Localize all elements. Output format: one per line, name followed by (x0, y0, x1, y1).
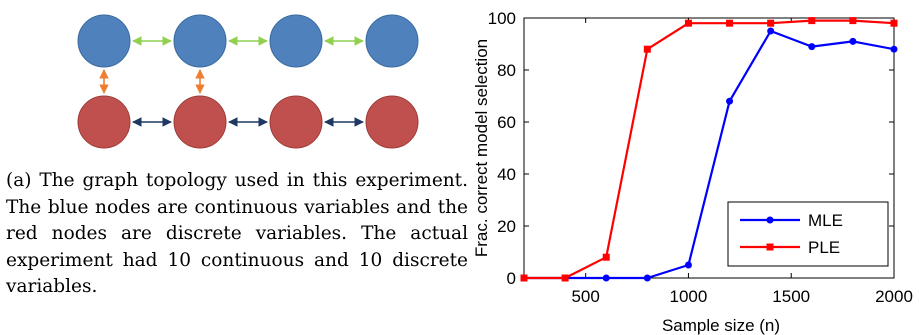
figure-panel-b: 500 1000 1500 2000 0 20 40 60 80 100 Sample size (… (470, 0, 919, 335)
x-tick-label: 1000 (670, 287, 708, 306)
data-point-ple (643, 45, 651, 53)
discrete-node (173, 95, 227, 149)
graph-topology-diagram (77, 14, 419, 149)
data-point-mle (890, 45, 898, 53)
data-point-mle (684, 261, 692, 269)
x-tick-label: 500 (571, 287, 599, 306)
data-point-ple (808, 17, 816, 25)
legend-label-ple: PLE (808, 238, 840, 257)
data-point-ple (767, 19, 775, 27)
y-tick-label: 100 (488, 9, 516, 28)
data-point-mle (602, 274, 610, 282)
y-axis-label: Frac. correct model selection (472, 39, 491, 257)
chart-series (520, 17, 898, 282)
discrete-node (269, 95, 323, 149)
data-point-mle (849, 37, 857, 45)
graph-nodes (77, 14, 419, 149)
legend-box (727, 201, 889, 267)
data-point-ple (602, 253, 610, 261)
data-point-ple (684, 19, 692, 27)
chart-axes: 500 1000 1500 2000 0 20 40 60 80 100 Sample size (… (472, 9, 913, 335)
data-point-ple (520, 274, 528, 282)
legend-marker-mle (766, 216, 774, 224)
continuous-node (77, 14, 131, 68)
y-tick-label: 20 (497, 217, 516, 236)
y-tick-label: 40 (497, 165, 516, 184)
graph-edges (99, 36, 364, 127)
series-line-mle (524, 29, 895, 280)
series-line-ple (524, 19, 895, 280)
discrete-node (77, 95, 131, 149)
data-point-mle (726, 97, 734, 105)
model-selection-line-chart: 500 1000 1500 2000 0 20 40 60 80 100 Sample size (… (472, 9, 913, 335)
legend-marker-ple (766, 243, 774, 251)
data-point-ple (561, 274, 569, 282)
data-point-ple (849, 17, 857, 25)
legend-label-mle: MLE (808, 211, 843, 230)
data-point-ple (726, 19, 734, 27)
x-tick-label: 2000 (875, 287, 913, 306)
x-axis-label: Sample size (n) (662, 316, 780, 335)
data-point-ple (890, 19, 898, 27)
figure-panel-a: (a) The graph topology used in this expe… (6, 14, 468, 297)
continuous-node (365, 14, 419, 68)
plot-frame (523, 17, 895, 279)
data-point-mle (643, 274, 651, 282)
x-tick-label: 1500 (772, 287, 810, 306)
series-ple (520, 17, 898, 282)
data-point-mle (808, 43, 816, 51)
continuous-node (173, 14, 227, 68)
y-tick-label: 80 (497, 61, 516, 80)
data-point-mle (767, 27, 775, 35)
continuous-node (269, 14, 323, 68)
discrete-node (365, 95, 419, 149)
figure-caption-a: (a) The graph topology used in this expe… (6, 170, 468, 297)
y-tick-label: 0 (507, 269, 516, 288)
y-tick-label: 60 (497, 113, 516, 132)
chart-legend: MLE PLE (727, 201, 889, 267)
